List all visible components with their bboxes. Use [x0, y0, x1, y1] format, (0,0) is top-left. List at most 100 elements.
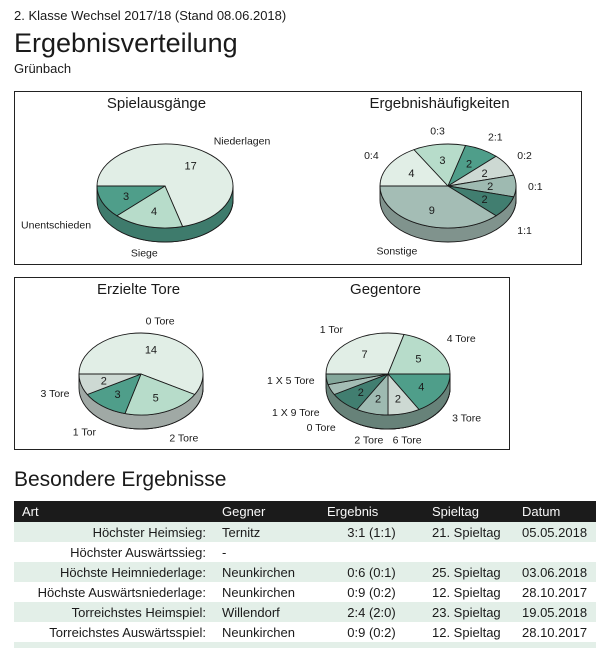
table-cell: 21. Spieltag — [432, 524, 501, 540]
slice-value: 3 — [115, 389, 121, 401]
table-body: Höchster Heimsieg: Ternitz 3:1 (1:1) 21. Sp… — [14, 522, 596, 642]
slice-label: 0 Tore — [307, 422, 336, 434]
chart-title: Ergebnishäufigkeiten — [369, 95, 510, 112]
table-cell: Ternitz — [222, 524, 261, 540]
slice-value: 4 — [408, 168, 414, 180]
table-header-row: Art Gegner Ergebnis Spieltag Datum — [14, 501, 596, 522]
chart-title: Gegentore — [350, 281, 421, 298]
slice-label: 4 Tore — [447, 333, 476, 345]
table-cell: 19.05.2018 — [522, 604, 588, 620]
slice-label: 2 Tore — [169, 432, 198, 444]
table-cell: 12. Spieltag — [432, 624, 501, 640]
pie-chart-spielausgaenge: 17 Niederlagen 4 Siege 3 Unentschieden — [21, 135, 271, 259]
table-cell: 0:9 (0:2) — [347, 624, 396, 640]
slice-label: 2 Tore — [354, 434, 383, 446]
slice-value: 3 — [123, 191, 129, 203]
column-header: Art — [14, 501, 214, 522]
slice-value: 2 — [101, 376, 107, 388]
pie-slice — [96, 143, 234, 228]
slice-label: Unentschieden — [21, 219, 91, 231]
section-title: Besondere Ergebnisse — [14, 468, 227, 491]
table-cell — [319, 542, 424, 562]
slice-value: 5 — [153, 392, 159, 404]
slice-value: 2 — [481, 194, 487, 206]
slice-label: 6 Tore — [393, 434, 422, 446]
column-header: Gegner — [214, 501, 319, 522]
page-title: Ergebnisverteilung — [14, 28, 238, 58]
pie-slice — [96, 185, 166, 217]
pie-slice — [387, 333, 451, 375]
pie-slice — [325, 373, 389, 386]
team-name: Grünbach — [14, 61, 72, 76]
table-cell: 25. Spieltag — [432, 564, 501, 580]
table-row: Höchste Auswärtsniederlage: Neunkirchen 0:… — [14, 582, 596, 602]
pie-slice — [379, 149, 449, 187]
table-cell: Willendorf — [222, 604, 280, 620]
slice-value: 3 — [439, 155, 445, 167]
table-cell: 05.05.2018 — [522, 524, 588, 540]
table-row: Höchster Heimsieg: Ternitz 3:1 (1:1) 21. Sp… — [14, 522, 596, 542]
pie-slice — [379, 185, 497, 229]
special-results-table: Art Gegner Ergebnis Spieltag Datum Höchster … — [14, 501, 596, 642]
table-row: Torreichstes Heimspiel: Willendorf 2:4 (2:… — [14, 602, 596, 622]
table-cell: Höchste Auswärtsniederlage: — [37, 584, 206, 600]
slice-label: 0 Tore — [146, 316, 175, 328]
slice-value: 4 — [151, 206, 157, 218]
slice-label: 3 Tore — [452, 413, 481, 425]
table-header: Art Gegner Ergebnis Spieltag Datum — [14, 501, 596, 522]
chart-erzielte-tore: Erzielte Tore 14 0 Tore 5 2 Tore 3 1 Tor 2 3 Tor… — [15, 278, 262, 449]
table-cell: - — [222, 544, 227, 560]
table-cell: 2:4 (2:0) — [347, 604, 396, 620]
slice-label: 1 Tor — [73, 426, 97, 438]
table-cell: 12. Spieltag — [432, 584, 501, 600]
pie-slice — [325, 332, 405, 375]
pie-slice — [78, 373, 142, 395]
slice-value: 4 — [418, 382, 424, 394]
slice-label: 3 Tore — [41, 388, 70, 400]
table-cell: Torreichstes Auswärtsspiel: — [49, 624, 206, 640]
pie-slice — [387, 373, 451, 410]
slice-value: 2 — [395, 394, 401, 406]
column-header: Ergebnis — [319, 501, 424, 522]
chart-title: Erzielte Tore — [96, 281, 181, 298]
chart-box-outcomes: Spielausgänge 17 Niederlagen 4 Siege 3 Unentsc… — [14, 91, 582, 265]
chart-spielausgaenge: Spielausgänge 17 Niederlagen 4 Siege 3 Unentsc… — [15, 92, 298, 264]
table-cell: 03.06.2018 — [522, 564, 588, 580]
slice-value: 17 — [185, 160, 197, 172]
table-row: Höchste Heimniederlage: Neunkirchen 0:6 (0… — [14, 562, 596, 582]
slice-value: 9 — [429, 205, 435, 217]
table-row: Torreichstes Auswärtsspiel: Neunkirchen 0:… — [14, 622, 596, 642]
table-footer-strip — [14, 642, 596, 648]
table-cell — [514, 542, 596, 562]
table-cell — [424, 542, 514, 562]
slice-value: 7 — [362, 349, 368, 361]
table-cell: Torreichstes Heimspiel: — [71, 604, 206, 620]
table-cell: Neunkirchen — [222, 564, 295, 580]
chart-ergebnishaeufigkeiten: Ergebnishäufigkeiten 4 0:4 3 0:3 2 2:1 2 0:2 2 0:1… — [298, 92, 581, 264]
table-cell: Höchster Auswärtssieg: — [70, 544, 206, 560]
table-cell: 28.10.2017 — [522, 624, 588, 640]
slice-label: 1:1 — [517, 225, 532, 237]
pie-chart-erzielte-tore: 14 0 Tore 5 2 Tore 3 1 Tor 2 3 Tore — [41, 316, 204, 444]
slice-label: 2:1 — [488, 132, 503, 144]
slice-label: Niederlagen — [214, 135, 271, 147]
table-cell: 28.10.2017 — [522, 584, 588, 600]
slice-value: 2 — [358, 387, 364, 399]
slice-value: 2 — [375, 394, 381, 406]
slice-value: 5 — [415, 354, 421, 366]
slice-label: 0:2 — [517, 150, 532, 162]
chart-box-goals: Erzielte Tore 14 0 Tore 5 2 Tore 3 1 Tor 2 3 Tor… — [14, 277, 510, 450]
table-cell: 0:6 (0:1) — [347, 564, 396, 580]
slice-value: 2 — [481, 168, 487, 180]
slice-label: 1 Tor — [320, 324, 344, 336]
league-line: 2. Klasse Wechsel 2017/18 (Stand 08.06.2… — [14, 8, 287, 23]
table-cell: Höchste Heimniederlage: — [60, 564, 206, 580]
table-cell: Neunkirchen — [222, 624, 295, 640]
slice-label: 1 X 9 Tore — [272, 407, 320, 419]
table-cell: 0:9 (0:2) — [347, 584, 396, 600]
table-cell: Höchster Heimsieg: — [92, 524, 206, 540]
pie-slice — [124, 373, 196, 416]
slice-label: 0:1 — [528, 181, 543, 193]
pie-slice — [78, 332, 204, 395]
